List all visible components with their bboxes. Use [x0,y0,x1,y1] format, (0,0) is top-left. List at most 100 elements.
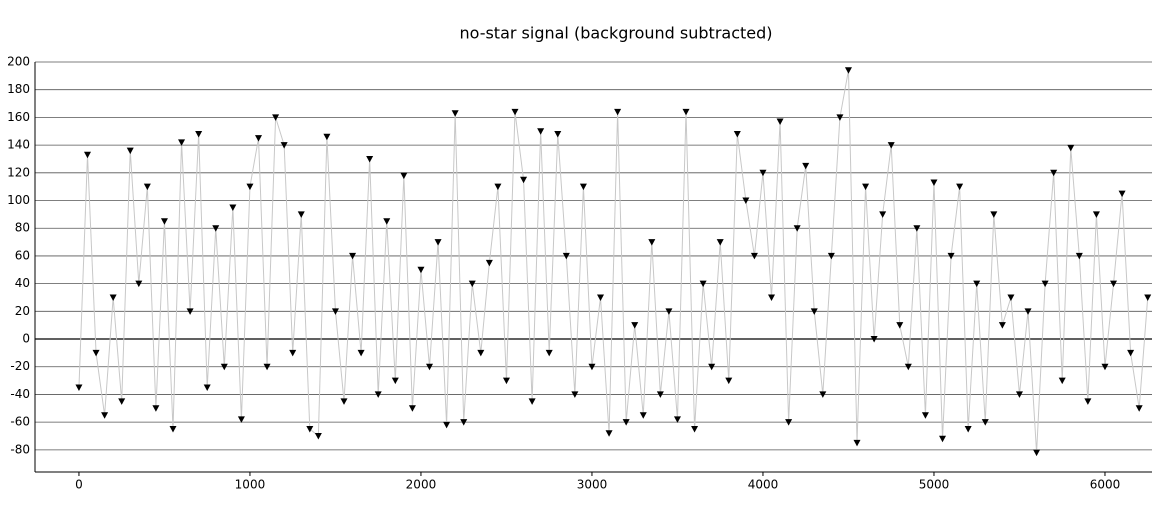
marker [220,363,228,371]
marker [750,252,758,260]
marker [853,439,861,447]
marker [178,139,186,146]
x-tick-label: 5000 [919,478,950,492]
marker [520,176,528,184]
marker [485,259,493,267]
marker [152,405,160,412]
marker [195,131,203,138]
marker [579,183,587,191]
marker [1058,377,1066,385]
marker [417,266,425,274]
marker [1092,211,1100,218]
marker [810,308,818,315]
marker [75,384,83,392]
marker [759,169,767,177]
y-tick-label: 100 [7,193,30,207]
marker [426,363,434,371]
marker [169,426,177,433]
marker [1007,294,1015,301]
marker [408,405,416,412]
marker [511,108,519,116]
y-tick-label: 0 [22,332,30,346]
marker [998,322,1006,329]
marker [562,252,570,260]
marker [118,398,126,405]
x-tick-label: 0 [75,478,83,492]
marker [400,172,408,180]
marker [708,363,716,371]
x-tick-label: 1000 [235,478,266,492]
marker [545,349,553,357]
y-tick-label: 80 [15,221,30,235]
marker [366,155,374,163]
marker [964,426,972,433]
marker [904,363,912,371]
marker [460,419,468,426]
marker [203,384,211,392]
y-tick-label: -80 [10,442,30,456]
marker [631,322,639,329]
marker [1050,169,1058,177]
x-tick-label: 4000 [748,478,779,492]
y-tick-label: -20 [10,359,30,373]
marker [887,142,895,149]
marker [451,110,459,117]
marker [494,183,502,191]
marker [656,391,664,398]
marker [802,162,810,170]
marker [665,308,673,315]
marker [374,391,382,398]
marker [819,391,827,398]
marker [1067,144,1075,152]
marker [1041,280,1049,288]
marker [733,131,741,138]
marker [742,197,750,205]
marker [691,426,699,433]
marker [793,225,801,232]
marker [896,322,904,329]
marker [571,391,579,398]
marker [1144,294,1152,301]
y-tick-label: 20 [15,304,30,318]
marker [1024,308,1032,315]
y-tick-label: -60 [10,415,30,429]
marker [673,416,681,423]
x-tick-label: 2000 [406,478,437,492]
marker [272,114,280,121]
marker [939,435,947,443]
marker [862,183,870,191]
marker [306,426,314,433]
marker [443,421,451,429]
marker [160,218,168,225]
marker [391,377,399,385]
marker [1135,405,1143,412]
marker [1110,280,1118,288]
marker [1084,398,1092,405]
y-tick-label: 140 [7,138,30,152]
marker [716,239,724,246]
marker [682,108,690,116]
marker [383,218,391,225]
marker [143,183,151,191]
marker [1033,449,1041,457]
marker [186,308,194,315]
marker [827,252,835,260]
marker [776,118,784,126]
marker [246,183,254,191]
marker [349,252,357,260]
marker [981,419,989,426]
y-tick-label: 120 [7,165,30,179]
marker [434,239,442,246]
marker [340,398,348,405]
marker [614,108,622,116]
marker [956,183,964,191]
chart-title: no-star signal (background subtracted) [459,24,772,43]
marker [528,398,536,405]
marker [1015,391,1023,398]
marker [502,377,510,385]
y-tick-label: 160 [7,110,30,124]
y-tick-label: 40 [15,276,30,290]
marker [1101,363,1109,371]
marker [135,280,143,288]
marker [263,363,271,371]
